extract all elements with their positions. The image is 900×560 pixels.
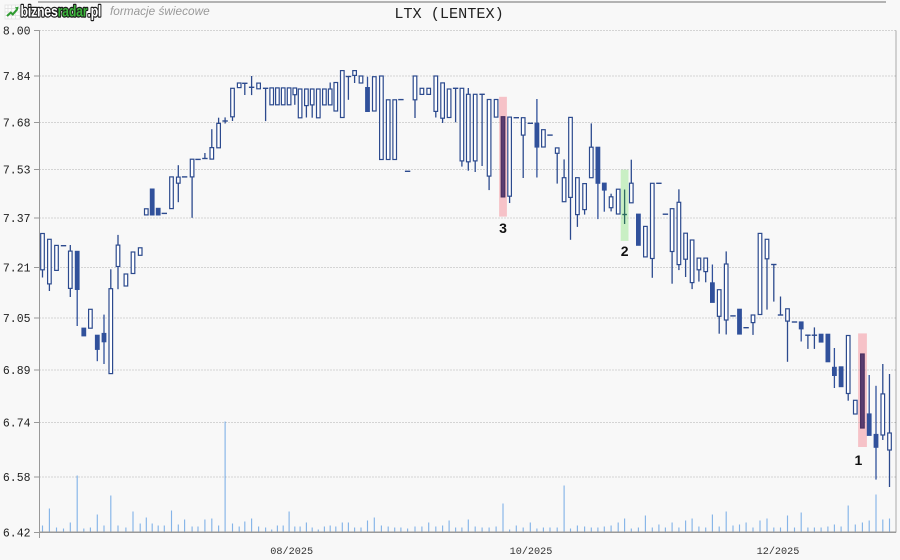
svg-text:3: 3: [499, 220, 507, 236]
svg-text:08/2025: 08/2025: [270, 546, 313, 558]
svg-text:2: 2: [621, 243, 629, 259]
svg-text:1: 1: [855, 452, 863, 468]
svg-text:biznesradar.pl: biznesradar.pl: [21, 2, 102, 20]
svg-text:8.00: 8.00: [3, 25, 31, 38]
svg-text:7.84: 7.84: [3, 71, 31, 84]
svg-text:6.58: 6.58: [3, 472, 31, 485]
svg-text:12/2025: 12/2025: [757, 546, 800, 558]
svg-text:7.21: 7.21: [3, 263, 31, 276]
svg-text:6.89: 6.89: [3, 365, 31, 378]
svg-text:7.05: 7.05: [3, 313, 31, 326]
svg-text:10/2025: 10/2025: [510, 546, 553, 558]
svg-text:6.74: 6.74: [3, 418, 31, 431]
svg-text:7.37: 7.37: [3, 213, 31, 226]
svg-text:6.42: 6.42: [3, 527, 31, 540]
svg-text:7.68: 7.68: [3, 117, 31, 130]
svg-text:7.53: 7.53: [3, 165, 31, 178]
